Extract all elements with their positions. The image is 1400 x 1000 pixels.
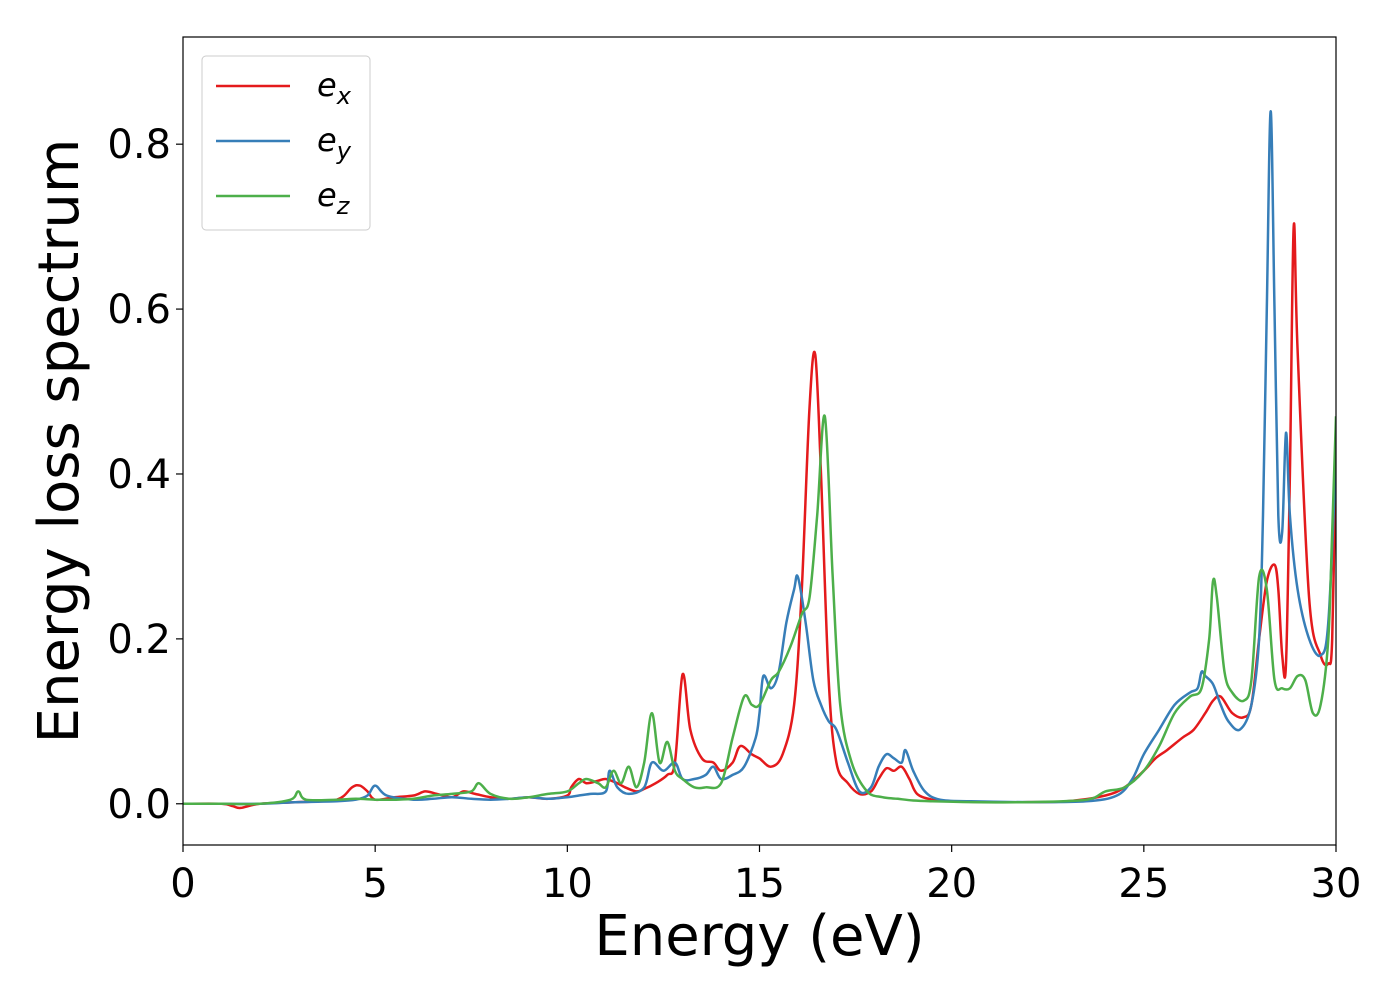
y-axis-label: Energy loss spectrum — [27, 139, 92, 744]
legend-label-ex: ex — [317, 66, 352, 110]
y-axis: 0.0 0.2 0.4 0.6 0.8 — [107, 122, 183, 828]
x-tick-label: 10 — [542, 861, 593, 907]
y-tick-label: 0.2 — [107, 617, 171, 663]
x-tick-label: 20 — [926, 861, 977, 907]
series-line-ez — [183, 414, 1336, 806]
series-layer — [183, 109, 1336, 810]
x-axis: 0 5 10 15 20 25 30 — [170, 845, 1361, 907]
legend-box — [201, 55, 371, 231]
x-tick-label: 5 — [362, 861, 387, 907]
series-line-ey — [183, 109, 1336, 806]
x-tick-label: 25 — [1118, 861, 1169, 907]
y-tick-label: 0.8 — [107, 122, 171, 168]
x-tick-label: 30 — [1311, 861, 1362, 907]
x-axis-label: Energy (eV) — [594, 904, 924, 969]
x-tick-label: 0 — [170, 861, 195, 907]
y-tick-label: 0.4 — [107, 452, 171, 498]
x-tick-label: 15 — [734, 861, 785, 907]
legend-label-ey: ey — [317, 121, 352, 165]
y-tick-label: 0.0 — [107, 782, 171, 828]
y-tick-label: 0.6 — [107, 287, 171, 333]
